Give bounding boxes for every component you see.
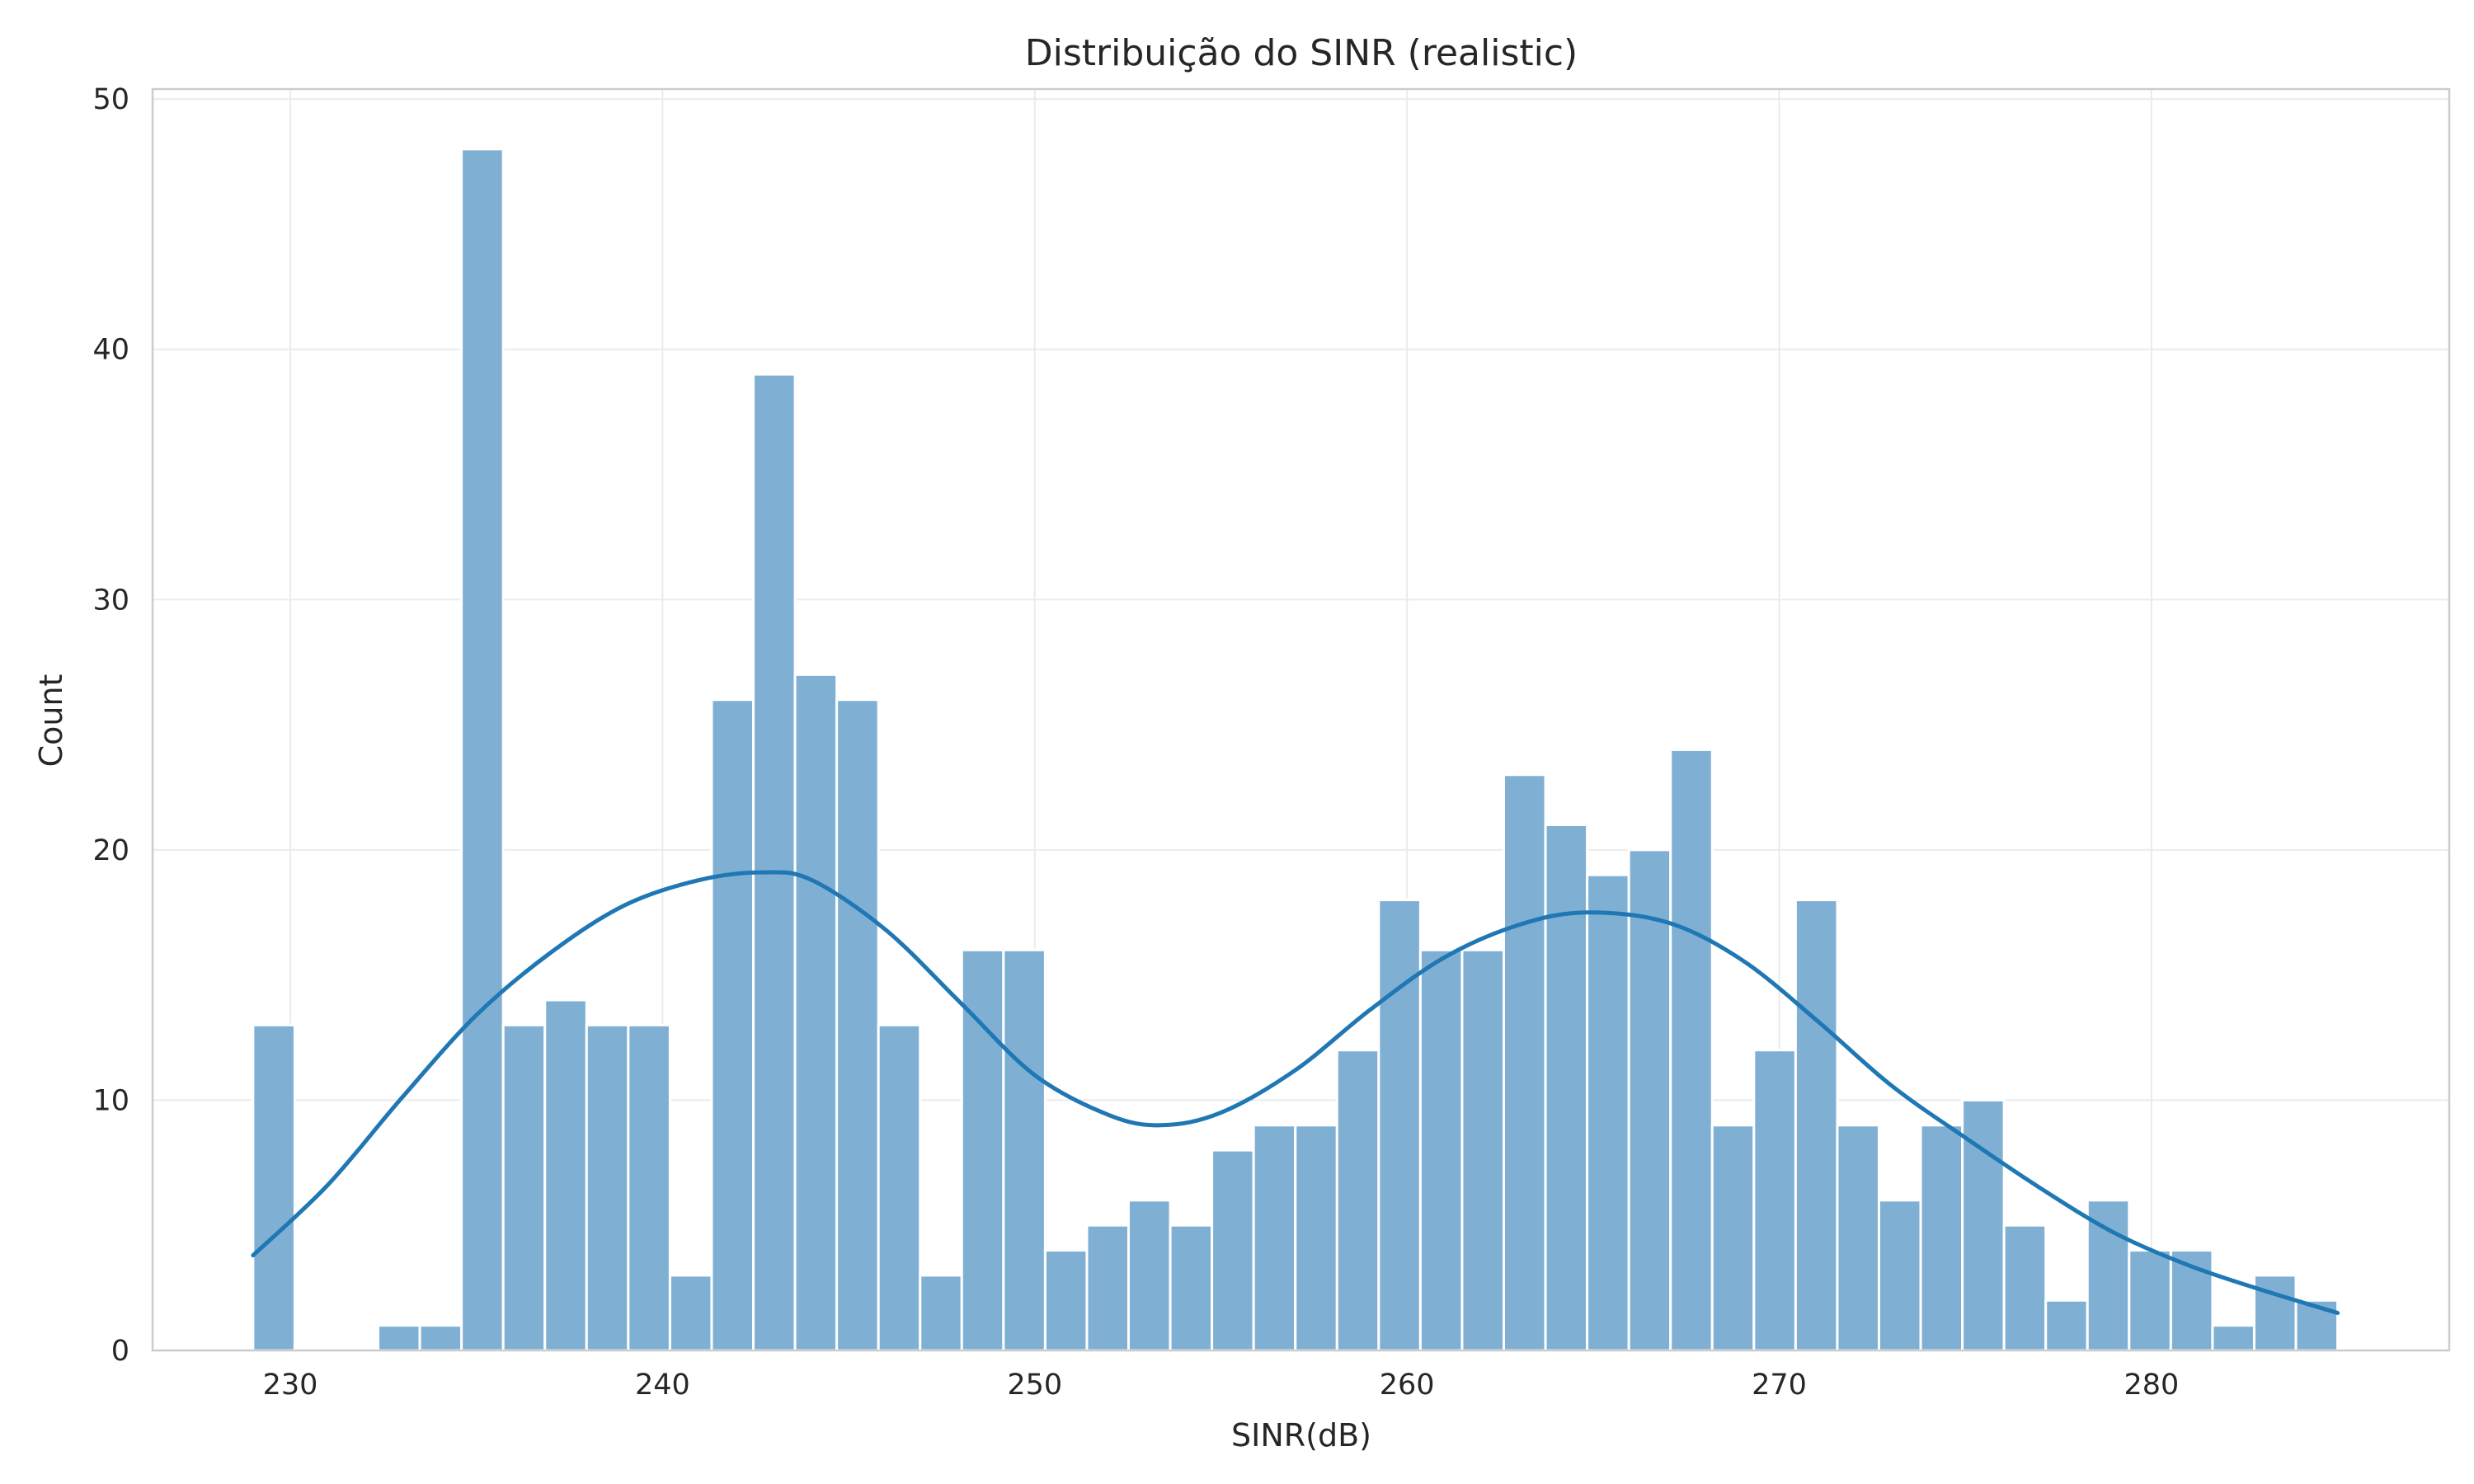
histogram-bar bbox=[252, 1023, 296, 1352]
histogram-bar bbox=[919, 1274, 963, 1352]
histogram-bar bbox=[1503, 773, 1547, 1352]
histogram-bar bbox=[460, 148, 505, 1352]
x-axis-label: SINR(dB) bbox=[1231, 1417, 1371, 1453]
y-axis-label: Count bbox=[33, 674, 69, 768]
kde-line bbox=[251, 870, 2340, 1315]
histogram-bar bbox=[1919, 1124, 1964, 1352]
y-tick-labels: 0 10 20 30 40 50 bbox=[92, 83, 129, 1368]
y-tick-label: 0 bbox=[111, 1335, 129, 1368]
histogram-bar bbox=[835, 698, 880, 1352]
x-tick-label: 250 bbox=[1007, 1369, 1062, 1402]
histogram-bar bbox=[2252, 1274, 2298, 1352]
histogram-bar bbox=[1627, 848, 1672, 1352]
y-tick-label: 30 bbox=[92, 584, 129, 617]
histogram-bar bbox=[1669, 748, 1714, 1352]
histogram-bar bbox=[1002, 948, 1047, 1352]
histogram-bar bbox=[1752, 1049, 1797, 1352]
histogram-bar bbox=[2044, 1298, 2089, 1352]
histogram-bar bbox=[1877, 1199, 1922, 1352]
histogram-bar bbox=[627, 1023, 671, 1352]
histogram-bar bbox=[1460, 948, 1506, 1352]
y-tick-label: 40 bbox=[92, 334, 129, 367]
histogram-bar bbox=[877, 1023, 922, 1352]
histogram-bar bbox=[1085, 1223, 1131, 1352]
histogram-bar bbox=[2002, 1223, 2048, 1352]
histogram-bar bbox=[543, 998, 588, 1352]
x-tick-label: 240 bbox=[635, 1369, 690, 1402]
histogram-bar bbox=[1127, 1199, 1172, 1352]
histogram-bar bbox=[1544, 824, 1589, 1352]
histogram-bar bbox=[501, 1023, 547, 1352]
histogram-bar bbox=[793, 673, 839, 1352]
x-tick-labels: 230 240 250 260 270 280 bbox=[263, 1369, 2180, 1402]
histogram-bar bbox=[960, 948, 1005, 1352]
histogram-bar bbox=[1211, 1148, 1255, 1352]
histogram-bar bbox=[585, 1023, 630, 1352]
histogram-bar bbox=[1710, 1124, 1756, 1352]
plot-frame bbox=[151, 87, 2451, 1352]
y-tick-label: 50 bbox=[92, 83, 129, 116]
x-tick-label: 280 bbox=[2124, 1369, 2179, 1402]
histogram-bar bbox=[710, 698, 755, 1352]
y-tick-label: 20 bbox=[92, 834, 129, 867]
histogram-bar bbox=[1043, 1249, 1089, 1352]
histogram-bar bbox=[1169, 1223, 1214, 1352]
histogram-bar bbox=[668, 1274, 713, 1352]
histogram-bar bbox=[1294, 1124, 1338, 1352]
histogram-bar bbox=[1252, 1124, 1297, 1352]
x-tick-label: 270 bbox=[1752, 1369, 1807, 1402]
x-tick-label: 230 bbox=[263, 1369, 318, 1402]
histogram-bar bbox=[2128, 1249, 2172, 1352]
histogram-bar bbox=[2211, 1324, 2255, 1352]
y-tick-label: 10 bbox=[92, 1084, 129, 1117]
chart-title: Distribuição do SINR (realistic) bbox=[1025, 32, 1578, 74]
histogram-bar bbox=[377, 1324, 421, 1352]
histogram-bar bbox=[1377, 899, 1422, 1352]
histogram-bar bbox=[1794, 899, 1839, 1352]
histogram-bar bbox=[752, 373, 797, 1352]
histogram-bar bbox=[418, 1324, 463, 1352]
histogram-bar bbox=[1335, 1049, 1380, 1352]
kde-curve-group bbox=[251, 870, 2340, 1315]
x-tick-label: 260 bbox=[1380, 1369, 1435, 1402]
histogram-bar bbox=[1586, 873, 1630, 1352]
histogram-bar bbox=[1418, 948, 1464, 1352]
histogram-bars bbox=[252, 148, 2340, 1352]
histogram-bar bbox=[1836, 1124, 1880, 1352]
